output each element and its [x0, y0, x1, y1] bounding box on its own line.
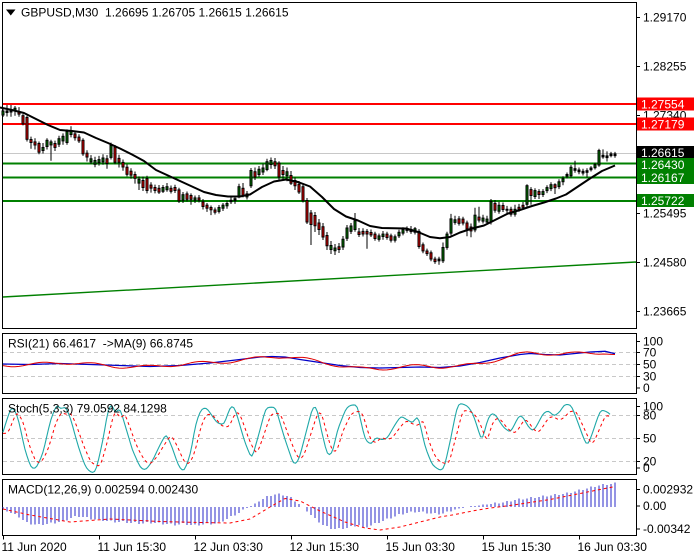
svg-text:-0.00342: -0.00342	[643, 522, 691, 536]
svg-text:12 Jun 15:30: 12 Jun 15:30	[290, 540, 360, 554]
svg-text:50: 50	[643, 358, 657, 372]
svg-text:1.25722: 1.25722	[641, 194, 685, 208]
svg-text:30: 30	[643, 370, 657, 384]
svg-text:MACD(12,26,9) 0.002594 0.00243: MACD(12,26,9) 0.002594 0.002430	[8, 483, 198, 497]
svg-text:0: 0	[643, 461, 650, 475]
svg-text:50: 50	[643, 432, 657, 446]
svg-text:100: 100	[643, 400, 663, 414]
svg-text:1.25495: 1.25495	[643, 207, 687, 221]
svg-text:1.27179: 1.27179	[641, 118, 685, 132]
svg-text:1.29170: 1.29170	[643, 11, 687, 25]
svg-text:15 Jun 03:30: 15 Jun 03:30	[386, 540, 456, 554]
svg-text:1.26615: 1.26615	[641, 146, 685, 160]
svg-text:12 Jun 03:30: 12 Jun 03:30	[194, 540, 264, 554]
svg-text:100: 100	[643, 335, 663, 349]
svg-text:16 Jun 03:30: 16 Jun 03:30	[578, 540, 648, 554]
svg-text:0.002932: 0.002932	[643, 483, 693, 497]
svg-text:80: 80	[643, 409, 657, 423]
svg-text:70: 70	[643, 346, 657, 360]
svg-text:20: 20	[643, 455, 657, 469]
svg-text:1.26430: 1.26430	[641, 158, 685, 172]
svg-text:GBPUSD,M30 1.26695 1.26705 1.: GBPUSD,M30 1.26695 1.26705 1.26615 1.266…	[21, 6, 289, 20]
svg-text:15 Jun 15:30: 15 Jun 15:30	[482, 540, 552, 554]
svg-text:1.27554: 1.27554	[641, 98, 685, 112]
svg-text:1.28255: 1.28255	[643, 60, 687, 74]
svg-text:1.24580: 1.24580	[643, 256, 687, 270]
svg-text:1.26167: 1.26167	[641, 171, 685, 185]
svg-text:RSI(21) 66.4617 ->MA(9) 66.87: RSI(21) 66.4617 ->MA(9) 66.8745	[8, 337, 193, 351]
svg-text:11 Jun 2020: 11 Jun 2020	[2, 540, 67, 554]
svg-text:0.00: 0.00	[643, 499, 667, 513]
svg-text:0: 0	[643, 381, 650, 395]
svg-text:Stoch(5,3,3) 79.0592 84.1298: Stoch(5,3,3) 79.0592 84.1298	[8, 402, 167, 416]
svg-text:1.23665: 1.23665	[643, 305, 687, 319]
svg-text:11 Jun 15:30: 11 Jun 15:30	[98, 540, 167, 554]
